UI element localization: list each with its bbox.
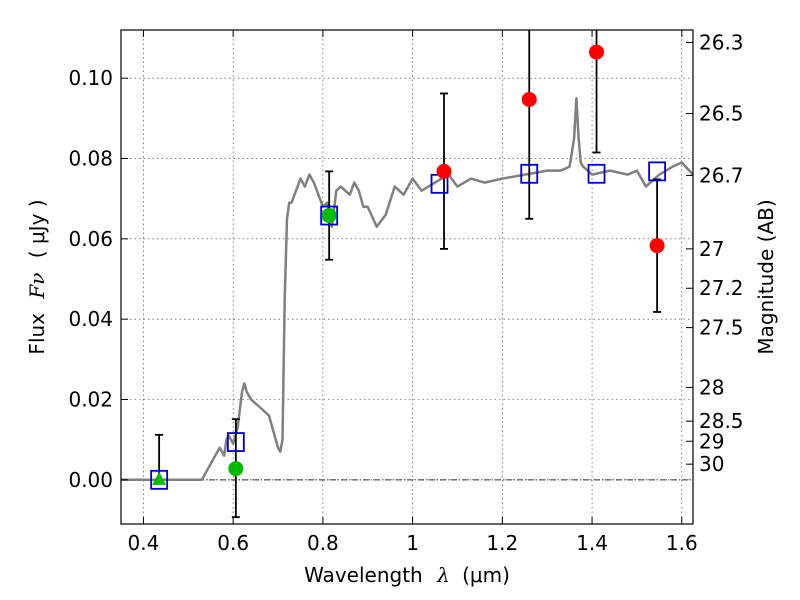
x-tick-label: 0.8 — [307, 531, 339, 555]
y2-tick-label: 27.2 — [699, 276, 744, 300]
model-band-point — [150, 469, 169, 490]
x-tick-label: 0.4 — [128, 531, 160, 555]
y-tick-label: 0.04 — [68, 307, 113, 331]
observed-green-point — [321, 208, 337, 224]
grid-lines — [121, 30, 693, 524]
y2-tick-label: 28 — [699, 375, 724, 399]
y2-tick-label: 29 — [699, 429, 724, 453]
observed-green-point — [228, 461, 244, 477]
x-axis-label-symbol: λ — [436, 563, 450, 587]
x-axis-label-text: Wavelength — [304, 563, 423, 587]
model-band-point — [587, 163, 606, 184]
x-axis-label: Wavelength λ (μm) — [304, 563, 510, 587]
y2-tick-label: 26.3 — [699, 30, 744, 54]
x-axis-label-unit: (μm) — [462, 563, 510, 587]
axis-ticks: 0.4 0.6 0.8 1 1.2 1.4 1.6 0.00 0.02 0.04 0.06 0.08 0… — [68, 30, 744, 555]
x-tick-label: 1.2 — [486, 531, 518, 555]
y-tick-label: 0.08 — [68, 147, 113, 171]
y2-axis-label: Magnitude (AB) — [754, 199, 778, 354]
observed-red-point — [436, 163, 452, 179]
x-tick-label: 1.4 — [576, 531, 608, 555]
y2-tick-label: 27 — [699, 237, 724, 261]
x-tick-label: 0.6 — [217, 531, 249, 555]
y-axis-label: Flux Fν ( μJy ) — [25, 199, 49, 354]
x-tick-label: 1.6 — [666, 531, 698, 555]
model-band-point — [226, 432, 245, 452]
observed-red-point — [521, 91, 537, 107]
y2-tick-label: 30 — [699, 452, 724, 476]
observed-green-triangle — [152, 471, 167, 485]
plot-frame — [120, 29, 694, 525]
plot-area — [121, 30, 693, 519]
y2-tick-label: 26.7 — [699, 163, 744, 187]
y-tick-label: 0.02 — [68, 387, 113, 411]
model-spectrum-line — [121, 97, 693, 482]
y-axis-label-text: Flux — [25, 313, 49, 355]
y2-tick-label: 27.5 — [699, 316, 744, 340]
y-axis-label-unit: ( μJy ) — [25, 199, 49, 258]
y-tick-label: 0.10 — [68, 66, 113, 90]
model-band-point — [320, 205, 339, 226]
y-tick-label: 0.00 — [68, 468, 113, 492]
model-band-point — [520, 163, 539, 184]
observed-red-point — [649, 238, 665, 254]
y-axis-label-symbol: Fν — [25, 273, 49, 300]
y2-tick-label: 26.5 — [699, 102, 744, 126]
model-band-point — [648, 161, 667, 182]
y2-tick-label: 28.5 — [699, 409, 744, 433]
x-tick-label: 1 — [406, 531, 419, 555]
y-tick-label: 0.06 — [68, 227, 113, 251]
observed-red-point — [589, 44, 605, 60]
